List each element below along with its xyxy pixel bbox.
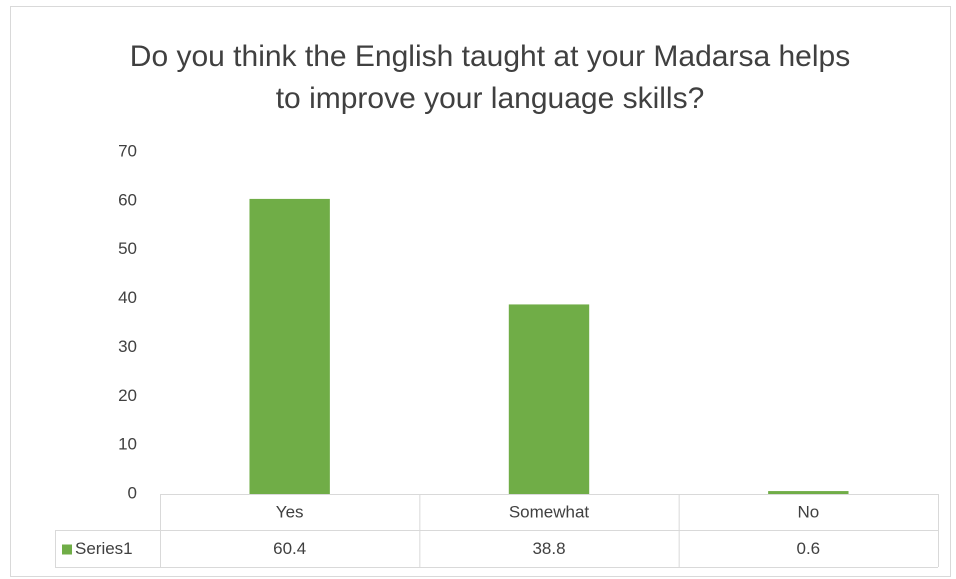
y-tick-label: 10 <box>118 435 137 454</box>
x-tick-label: No <box>797 502 819 521</box>
y-tick-label: 0 <box>128 483 137 502</box>
y-tick-label: 20 <box>118 386 137 405</box>
legend-swatch <box>62 544 72 555</box>
bar <box>508 304 590 494</box>
data-table-value: 60.4 <box>273 539 306 558</box>
data-table-value: 0.6 <box>797 539 821 558</box>
y-tick-label: 30 <box>118 337 137 356</box>
x-tick-label: Yes <box>276 502 304 521</box>
chart-title: Do you think the English taught at your … <box>129 40 851 115</box>
y-tick-label: 60 <box>118 190 137 209</box>
y-tick-label: 50 <box>118 239 137 258</box>
data-table-value: 38.8 <box>532 539 565 558</box>
bar <box>768 491 849 494</box>
y-tick-label: 40 <box>118 288 137 307</box>
legend-label: Series1 <box>75 539 133 558</box>
chart-border <box>10 6 951 577</box>
y-tick-label: 70 <box>118 141 137 160</box>
x-tick-label: Somewhat <box>509 502 590 521</box>
bar <box>249 198 330 494</box>
